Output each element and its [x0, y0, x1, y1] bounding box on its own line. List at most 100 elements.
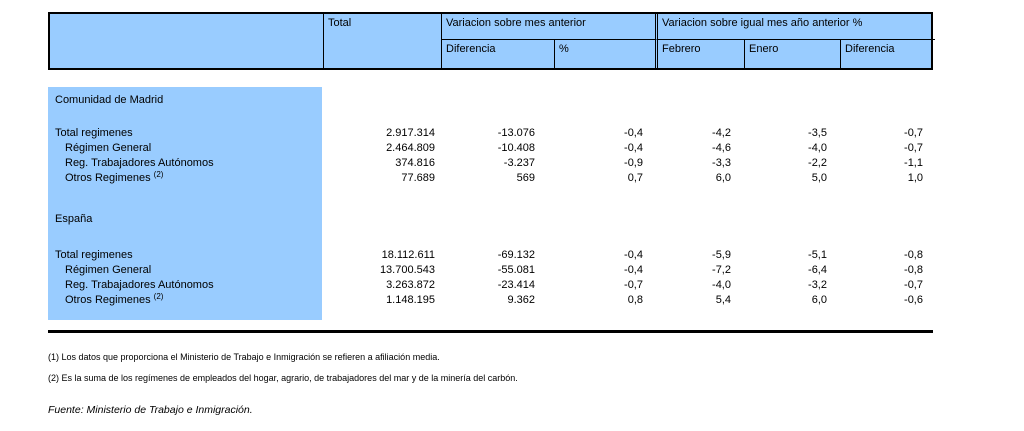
- value-cell: -55.081: [497, 264, 535, 276]
- value-cell: 1.148.195: [386, 294, 435, 306]
- header-empty-cell: [50, 14, 324, 68]
- table-header: Total Variacion sobre mes anterior Varia…: [48, 12, 935, 70]
- value-cell: [553, 186, 656, 212]
- row-label: Comunidad de Madrid: [48, 93, 322, 108]
- value-cell: -0,8: [904, 264, 923, 276]
- value-cell: -3,5: [808, 127, 827, 139]
- bottom-rule: [48, 330, 933, 333]
- value-cell: [440, 93, 553, 108]
- value-cell: [839, 93, 933, 108]
- value-cell: [322, 186, 440, 212]
- header-enero: Enero: [745, 40, 841, 68]
- value-cell: 2.464.809: [386, 142, 435, 154]
- value-cell: 2.917.314: [386, 127, 435, 139]
- value-cell: [839, 212, 933, 227]
- value-cell: 569: [516, 172, 535, 184]
- value-cell: [743, 93, 839, 108]
- value-cell: -69.132: [497, 249, 535, 261]
- value-cell: [322, 93, 440, 108]
- value-cell: -0,4: [624, 127, 643, 139]
- value-cell: [656, 186, 743, 212]
- header-total: Total: [324, 14, 442, 68]
- value-cell: -5,9: [712, 249, 731, 261]
- value-cell: -0,7: [904, 127, 923, 139]
- value-cell: -4,2: [712, 127, 731, 139]
- value-cell: 6,0: [811, 294, 827, 306]
- value-cell: [839, 108, 933, 126]
- value-cell: -4,0: [808, 142, 827, 154]
- value-cell: -6,4: [808, 264, 827, 276]
- value-cell: [743, 108, 839, 126]
- value-cell: -5,1: [808, 249, 827, 261]
- spacer-row: [48, 108, 933, 126]
- header-group-year: Variacion sobre igual mes año anterior %: [658, 14, 935, 40]
- spacer-row: [48, 227, 933, 248]
- value-cell: [553, 93, 656, 108]
- data-row: Reg. Trabajadores Autónomos 374.816 -3.237…: [48, 156, 933, 171]
- row-label: [48, 308, 322, 320]
- value-cell: -0,7: [904, 279, 923, 291]
- spacer-row: [48, 186, 933, 212]
- data-row: Otros Regimenes (2) 77.689 569 0,7 6,0 5,0 1,0: [48, 171, 933, 186]
- value-cell: -3.237: [503, 157, 535, 169]
- value-cell: -7,2: [712, 264, 731, 276]
- value-cell: [743, 186, 839, 212]
- value-cell: -0,4: [624, 249, 643, 261]
- value-cell: -4,0: [712, 279, 731, 291]
- value-cell: [839, 186, 933, 212]
- header-diferencia-month: Diferencia: [442, 40, 555, 68]
- value-cell: -0,9: [624, 157, 643, 169]
- value-cell: [553, 212, 656, 227]
- value-cell: 0,8: [627, 294, 643, 306]
- table-body: Comunidad de Madrid Total regimenes 2.917.…: [48, 87, 933, 320]
- value-cell: [656, 212, 743, 227]
- value-cell: -0,8: [904, 249, 923, 261]
- row-label: [48, 108, 322, 126]
- value-cell: [440, 186, 553, 212]
- value-cell: -3,3: [712, 157, 731, 169]
- value-cell: -13.076: [497, 127, 535, 139]
- value-cell: [322, 308, 440, 320]
- spacer-row: [48, 308, 933, 320]
- row-label: [48, 186, 322, 212]
- row-label: Otros Regimenes (2): [48, 293, 322, 308]
- data-row: Régimen General 2.464.809 -10.408 -0,4 -4,6 -…: [48, 141, 933, 156]
- value-cell: [553, 108, 656, 126]
- header-group-month: Variacion sobre mes anterior: [442, 14, 658, 40]
- value-cell: [440, 227, 553, 248]
- row-label: Reg. Trabajadores Autónomos: [48, 278, 322, 293]
- value-cell: [553, 308, 656, 320]
- data-row: Total regimenes 18.112.611 -69.132 -0,4 -5,9…: [48, 248, 933, 263]
- value-cell: -0,4: [624, 264, 643, 276]
- value-cell: [553, 227, 656, 248]
- value-cell: -0,6: [904, 294, 923, 306]
- row-label: Total regimenes: [48, 248, 322, 263]
- footnote-2: (2) Es la suma de los regímenes de emple…: [48, 373, 518, 383]
- value-cell: -23.414: [497, 279, 535, 291]
- data-row: Reg. Trabajadores Autónomos 3.263.872 -23.…: [48, 278, 933, 293]
- affiliation-report-sheet: Total Variacion sobre mes anterior Varia…: [48, 12, 935, 416]
- row-label: [48, 227, 322, 248]
- value-cell: 374.816: [395, 157, 435, 169]
- row-label: España: [48, 212, 322, 227]
- value-cell: [322, 212, 440, 227]
- data-row: Régimen General 13.700.543 -55.081 -0,4 -7,2…: [48, 263, 933, 278]
- row-label: Régimen General: [48, 141, 322, 156]
- value-cell: [656, 227, 743, 248]
- section-title-row: España: [48, 212, 933, 227]
- footnote-1: (1) Los datos que proporciona el Ministe…: [48, 352, 440, 362]
- header-diferencia-year: Diferencia: [845, 43, 895, 55]
- footnotes: (1) Los datos que proporciona el Ministe…: [48, 352, 933, 384]
- value-cell: 1,0: [907, 172, 923, 184]
- row-label: Otros Regimenes (2): [48, 171, 322, 186]
- value-cell: [743, 227, 839, 248]
- value-cell: 13.700.543: [379, 264, 435, 276]
- value-cell: [322, 227, 440, 248]
- value-cell: [839, 227, 933, 248]
- value-cell: 5,4: [715, 294, 731, 306]
- value-cell: -2,2: [808, 157, 827, 169]
- row-label: Régimen General: [48, 263, 322, 278]
- value-cell: 0,7: [627, 172, 643, 184]
- value-cell: 5,0: [811, 172, 827, 184]
- data-row: Otros Regimenes (2) 1.148.195 9.362 0,8 5,4 6…: [48, 293, 933, 308]
